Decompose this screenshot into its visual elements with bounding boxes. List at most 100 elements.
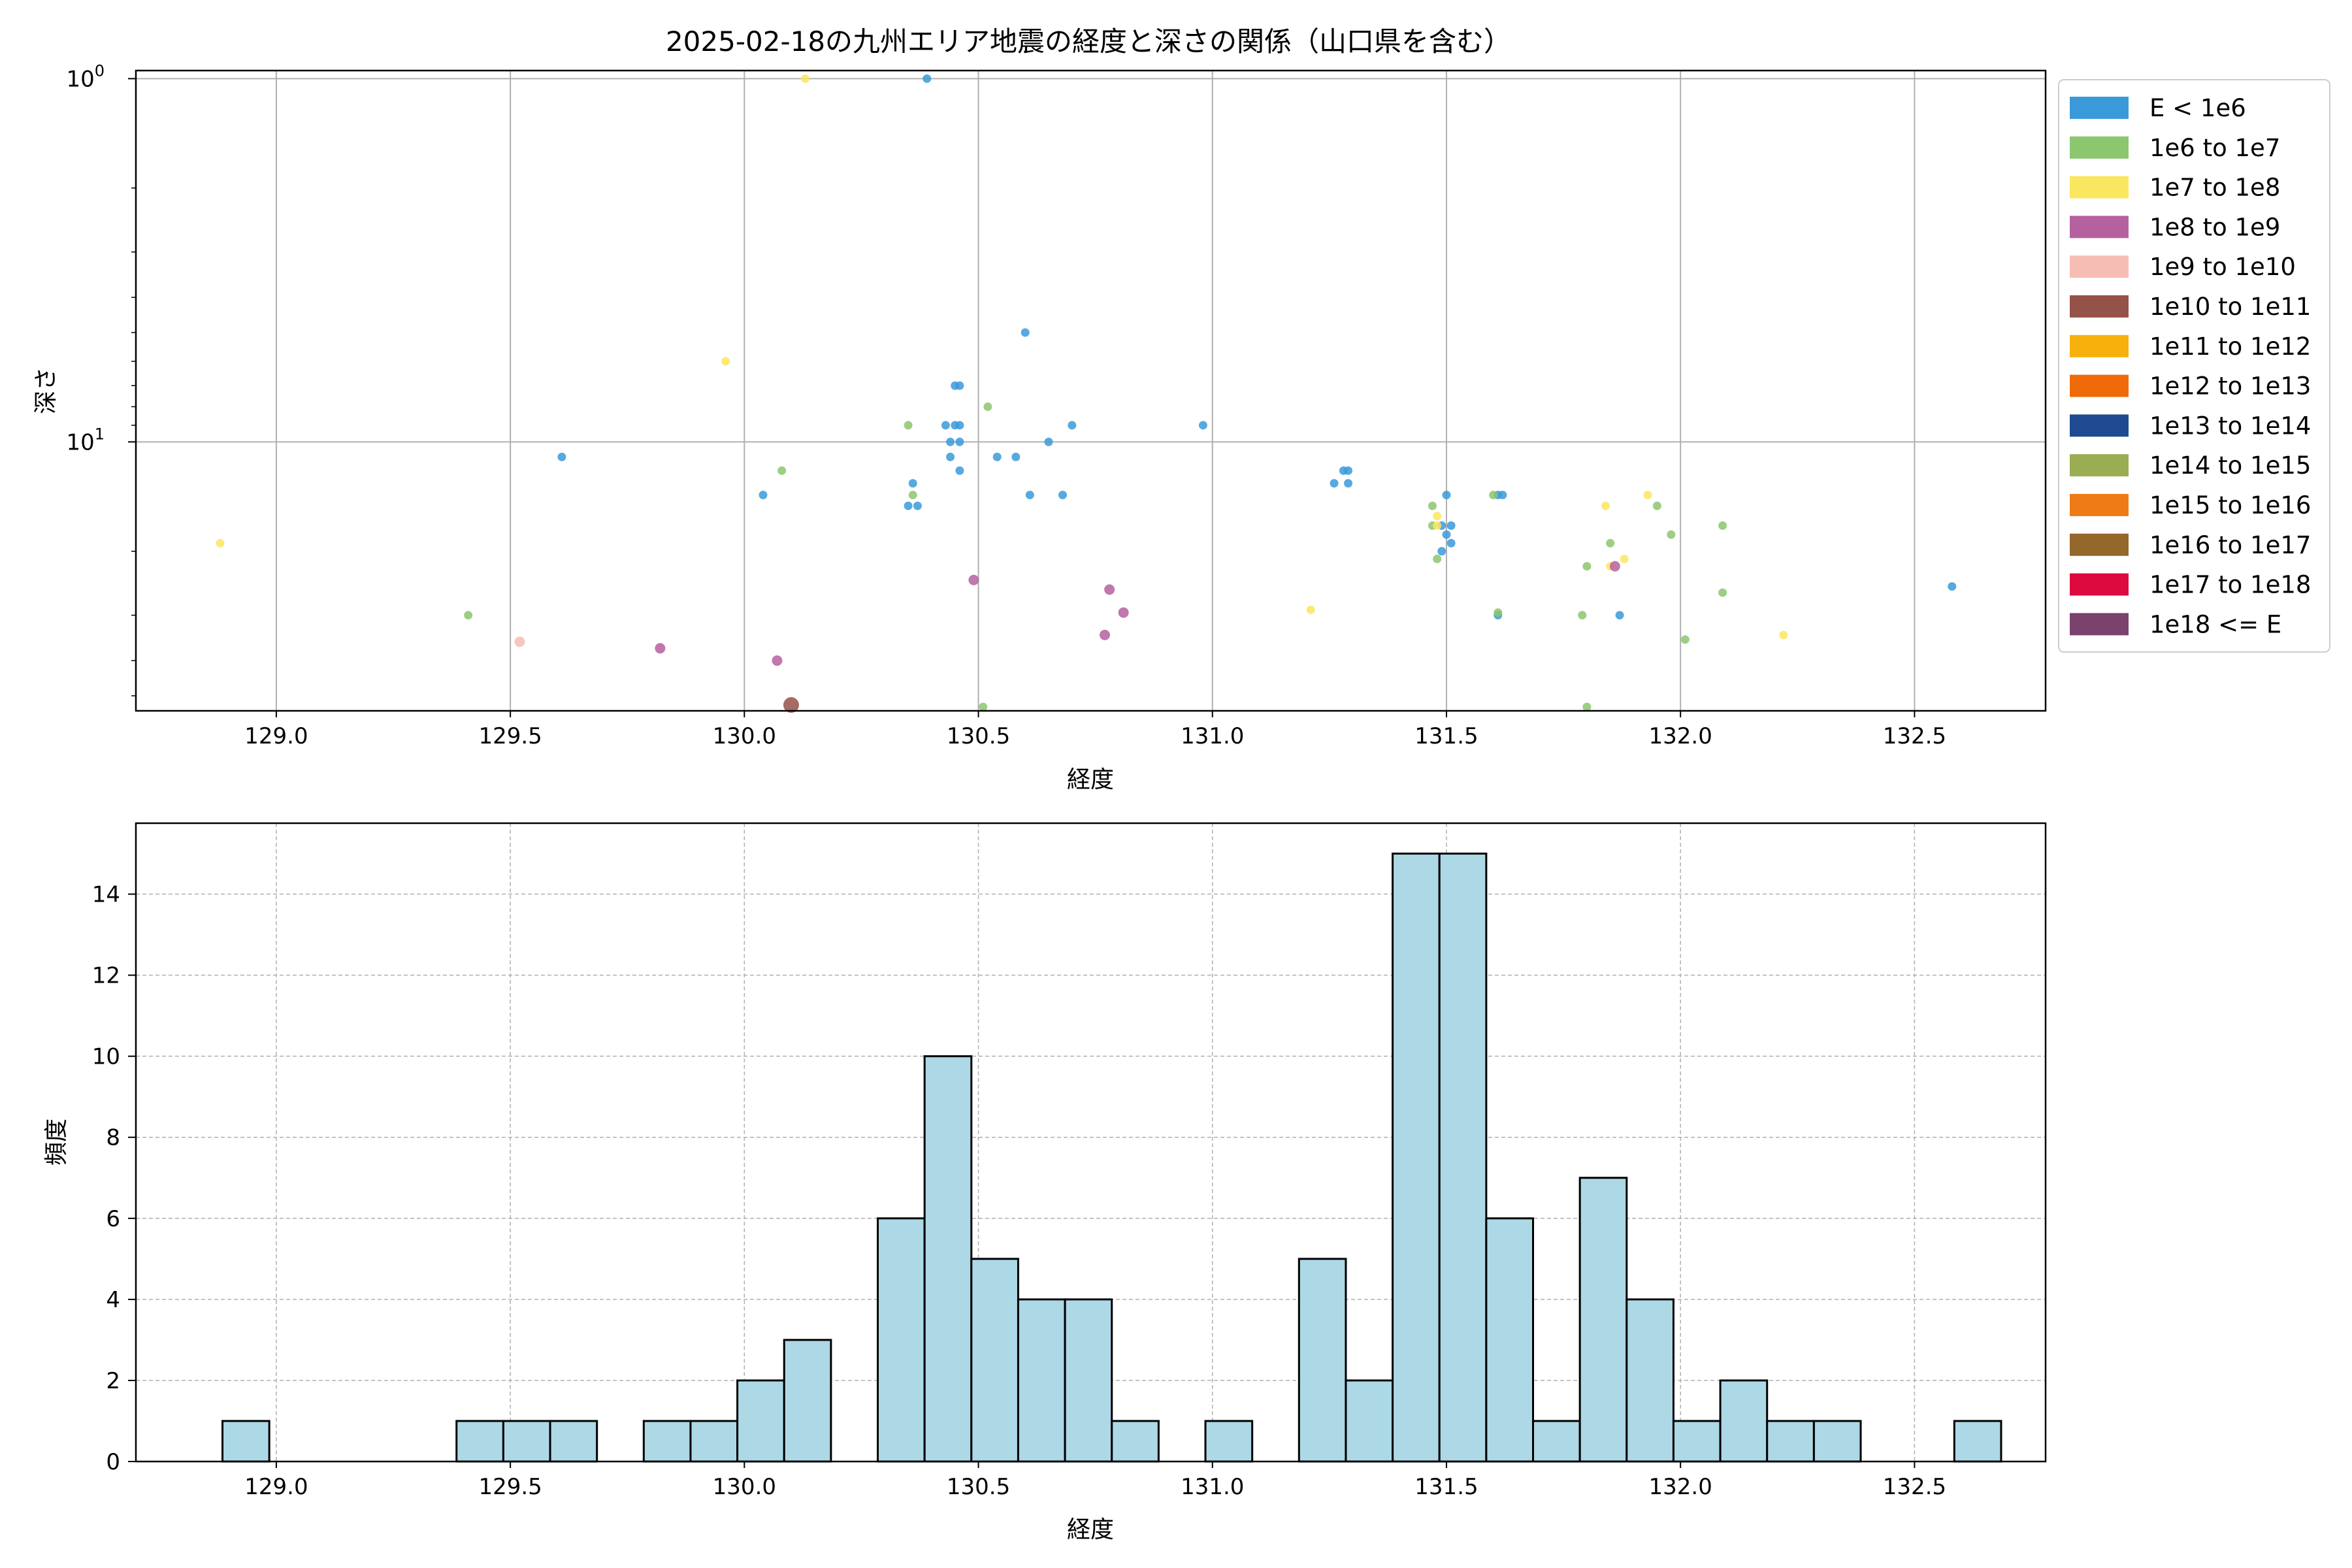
x-tick-label: 131.5 bbox=[1414, 723, 1478, 749]
scatter-point bbox=[1948, 582, 1957, 591]
scatter-point bbox=[464, 611, 473, 620]
x-tick-label: 132.5 bbox=[1883, 1474, 1946, 1500]
scatter-point bbox=[557, 452, 566, 461]
histogram-bar bbox=[1392, 853, 1441, 1463]
legend-swatch bbox=[2070, 454, 2129, 477]
histogram-bar bbox=[1204, 1420, 1254, 1463]
scatter-point bbox=[992, 452, 1002, 461]
scatter-point bbox=[1437, 547, 1446, 556]
legend-swatch bbox=[2070, 97, 2129, 119]
histogram-bar bbox=[1578, 1177, 1628, 1463]
legend-label: E < 1e6 bbox=[2149, 94, 2246, 122]
scatter-point bbox=[946, 437, 955, 446]
histogram-bar bbox=[642, 1420, 692, 1463]
scatter-point bbox=[1718, 521, 1727, 530]
scatter-point bbox=[655, 643, 666, 654]
histogram-bar bbox=[455, 1420, 504, 1463]
scatter-point bbox=[1609, 561, 1620, 572]
scatter-point bbox=[1601, 501, 1610, 510]
x-tick-label: 130.0 bbox=[713, 1474, 776, 1500]
histogram-bar bbox=[1017, 1298, 1066, 1463]
x-tick-label: 131.0 bbox=[1181, 723, 1244, 749]
scatter-point bbox=[1582, 562, 1592, 571]
legend-label: 1e9 to 1e10 bbox=[2149, 253, 2296, 281]
scatter-point bbox=[1330, 479, 1339, 488]
histogram-bar bbox=[970, 1258, 1019, 1463]
y-tick-exponent: 0 bbox=[95, 61, 105, 80]
scatter-point bbox=[1582, 702, 1592, 711]
histogram-bar bbox=[1625, 1298, 1674, 1463]
scatter-point bbox=[908, 491, 917, 500]
scatter-point bbox=[955, 466, 964, 475]
scatter-point bbox=[1433, 521, 1442, 530]
histogram-bar bbox=[1345, 1379, 1394, 1463]
histogram-bar bbox=[1298, 1258, 1347, 1463]
legend-swatch bbox=[2070, 374, 2129, 397]
legend-label: 1e17 to 1e18 bbox=[2149, 571, 2311, 599]
legend-label: 1e13 to 1e14 bbox=[2149, 412, 2311, 440]
y-tick-base: 10 bbox=[66, 429, 94, 455]
y-tick-label: 100 bbox=[66, 61, 105, 92]
legend-label: 1e7 to 1e8 bbox=[2149, 174, 2280, 202]
scatter-point bbox=[772, 655, 783, 666]
y-tick-base: 10 bbox=[66, 66, 94, 92]
scatter-points bbox=[216, 74, 1957, 713]
histogram-bar bbox=[1766, 1420, 1815, 1463]
scatter-point bbox=[1643, 491, 1652, 500]
scatter-point bbox=[968, 574, 979, 585]
legend-swatch bbox=[2070, 414, 2129, 437]
histogram-bar bbox=[221, 1420, 270, 1463]
scatter-point bbox=[1099, 629, 1110, 640]
legend-swatch bbox=[2070, 494, 2129, 516]
legend-label: 1e16 to 1e17 bbox=[2149, 531, 2311, 559]
scatter-point bbox=[1104, 584, 1115, 595]
scatter-point bbox=[955, 381, 964, 390]
scatter-point bbox=[1498, 491, 1507, 500]
histogram-bar bbox=[923, 1055, 973, 1463]
scatter-point bbox=[913, 501, 922, 510]
scatter-point bbox=[955, 437, 964, 446]
scatter-point bbox=[1344, 479, 1353, 488]
histogram-bar bbox=[1532, 1420, 1581, 1463]
scatter-point bbox=[1489, 491, 1498, 500]
y-tick-label: 12 bbox=[92, 963, 120, 989]
legend-frame bbox=[2058, 79, 2330, 653]
histogram-bar bbox=[1953, 1420, 2002, 1463]
scatter-point bbox=[1044, 437, 1053, 446]
histogram-bar bbox=[1672, 1420, 1722, 1463]
legend-label: 1e11 to 1e12 bbox=[2149, 333, 2311, 361]
scatter-point bbox=[1442, 491, 1451, 500]
histogram-bar bbox=[1438, 853, 1488, 1463]
histogram-panel: 129.0 129.5 130.0 130.5 131.0 131.5 132.0 132.5… bbox=[43, 822, 2047, 1543]
scatter-point bbox=[904, 501, 913, 510]
y-tick-label: 10 bbox=[92, 1044, 120, 1070]
legend-swatch bbox=[2070, 255, 2129, 278]
x-tick-label: 129.0 bbox=[244, 723, 308, 749]
y-tick-label: 14 bbox=[92, 882, 120, 908]
scatter-x-ticks: 129.0 129.5 130.0 130.5 131.0 131.5 132.0 132.5 bbox=[244, 711, 1946, 749]
legend-swatch bbox=[2070, 533, 2129, 556]
x-tick-label: 130.0 bbox=[713, 723, 776, 749]
scatter-point bbox=[979, 702, 988, 711]
y-tick-label: 8 bbox=[106, 1125, 120, 1151]
histogram-bar bbox=[1719, 1379, 1769, 1463]
legend-swatch bbox=[2070, 176, 2129, 199]
scatter-point bbox=[941, 421, 950, 430]
scatter-point bbox=[1433, 555, 1442, 564]
legend-label: 1e12 to 1e13 bbox=[2149, 372, 2311, 400]
histogram-x-ticks: 129.0 129.5 130.0 130.5 131.0 131.5 132.0 132.5 bbox=[244, 1462, 1946, 1500]
legend-label: 1e6 to 1e7 bbox=[2149, 134, 2280, 162]
histogram-bar bbox=[1111, 1420, 1160, 1463]
scatter-point bbox=[800, 74, 809, 83]
scatter-point bbox=[216, 538, 225, 547]
x-tick-label: 132.0 bbox=[1649, 723, 1712, 749]
scatter-point bbox=[783, 697, 799, 713]
legend-swatch bbox=[2070, 295, 2129, 318]
scatter-plot-frame bbox=[135, 69, 2047, 712]
y-tick-label: 0 bbox=[106, 1449, 120, 1475]
scatter-point bbox=[1068, 421, 1077, 430]
legend-label: 1e14 to 1e15 bbox=[2149, 451, 2311, 480]
legend-label: 1e15 to 1e16 bbox=[2149, 491, 2311, 519]
